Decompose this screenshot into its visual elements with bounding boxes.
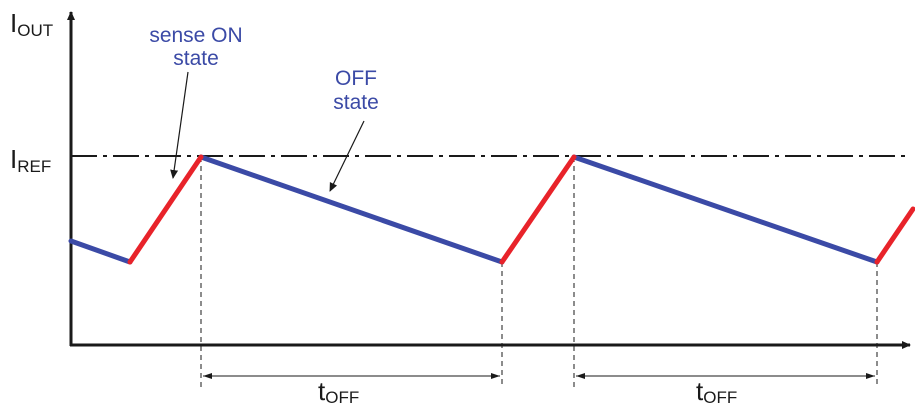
y-axis-label: IOUT [10,8,53,40]
reference-level-label: IREF [10,144,51,176]
off-segment-1 [198,154,505,265]
on-segment-1 [127,154,204,265]
on-state-annotation-line1: sense ON [149,24,242,47]
on-segment-2 [499,154,577,265]
on-state-pointer [170,71,189,179]
off-state-annotation-line2: state [333,91,379,114]
toff-label-1: tOFF [318,376,359,407]
off-segment-2 [571,154,880,265]
off-state-pointer [329,120,365,192]
on-state-annotation-line2: state [173,47,219,70]
off-segment-initial [68,238,133,265]
toff-label-2: tOFF [696,376,737,407]
off-state-annotation-line1: OFF [335,67,377,90]
on-segment-3 [874,206,915,265]
